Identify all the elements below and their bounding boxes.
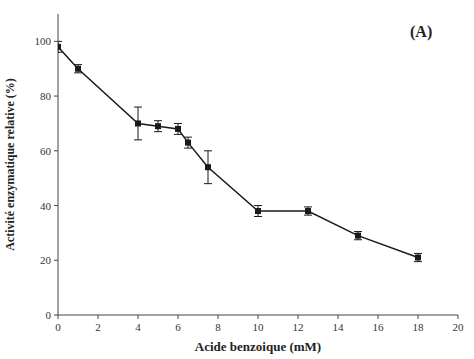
data-point	[135, 120, 141, 126]
error-bar	[414, 253, 422, 261]
chart-container: 0 2 4 6 8 10 12 14 16 18 20 0 20 40 60 80 100 Acide benzo…	[0, 0, 474, 359]
data-line	[58, 47, 418, 258]
chart: 0 2 4 6 8 10 12 14 16 18 20 0 20 40 60 80 100 Acide benzo…	[0, 0, 474, 359]
x-tick-label: 4	[135, 321, 141, 333]
error-bar	[254, 206, 262, 217]
error-bar	[204, 151, 212, 184]
data-point	[255, 208, 261, 214]
error-bar	[354, 232, 362, 240]
y-tick	[54, 205, 58, 206]
x-tick-label: 2	[95, 321, 101, 333]
x-tick-label: 18	[413, 321, 425, 333]
x-tick	[138, 315, 139, 319]
y-tick	[54, 150, 58, 151]
x-tick	[338, 315, 339, 319]
data-point	[205, 164, 211, 170]
data-point	[175, 126, 181, 132]
data-point	[155, 123, 161, 129]
x-tick	[418, 315, 419, 319]
y-axis-line	[58, 14, 59, 315]
x-tick-label: 10	[253, 321, 265, 333]
x-tick	[298, 315, 299, 319]
data-point	[185, 140, 191, 146]
x-tick-label: 6	[175, 321, 181, 333]
data-point	[305, 208, 311, 214]
y-tick-label: 40	[40, 200, 52, 212]
y-tick-label: 0	[46, 309, 52, 321]
x-tick	[458, 315, 459, 319]
x-tick	[98, 315, 99, 319]
data-point	[58, 44, 61, 50]
x-tick	[378, 315, 379, 319]
x-tick-label: 12	[293, 321, 304, 333]
y-tick	[54, 96, 58, 97]
x-tick-label: 8	[215, 321, 221, 333]
error-bar	[58, 41, 62, 52]
y-axis-label: Activité enzymatique relative (%)	[3, 78, 17, 251]
annotation: (A)	[410, 23, 432, 41]
y-tick-label: 100	[35, 35, 52, 47]
x-tick-label: 0	[55, 321, 61, 333]
error-bar	[174, 123, 182, 134]
axes: 0 2 4 6 8 10 12 14 16 18 20 0 20 40 60 80 100	[35, 14, 465, 333]
x-tick	[218, 315, 219, 319]
x-tick	[178, 315, 179, 319]
data-point	[75, 66, 81, 72]
y-tick-label: 80	[40, 90, 52, 102]
y-tick-label: 60	[40, 145, 52, 157]
x-axis-label: Acide benzoique (mM)	[195, 339, 321, 354]
error-bar	[134, 107, 142, 140]
error-bar	[304, 207, 312, 215]
x-tick	[58, 315, 59, 319]
y-tick-label: 20	[40, 254, 52, 266]
x-tick-label: 14	[333, 321, 345, 333]
error-bar	[184, 137, 192, 148]
y-tick	[54, 260, 58, 261]
error-bar	[154, 121, 162, 132]
y-tick	[54, 315, 58, 316]
data-point	[415, 255, 421, 261]
y-tick	[54, 41, 58, 42]
x-tick	[258, 315, 259, 319]
data-point	[355, 233, 361, 239]
x-tick-label: 16	[373, 321, 385, 333]
x-tick-label: 20	[453, 321, 465, 333]
data	[58, 41, 422, 261]
error-bar	[74, 65, 82, 73]
